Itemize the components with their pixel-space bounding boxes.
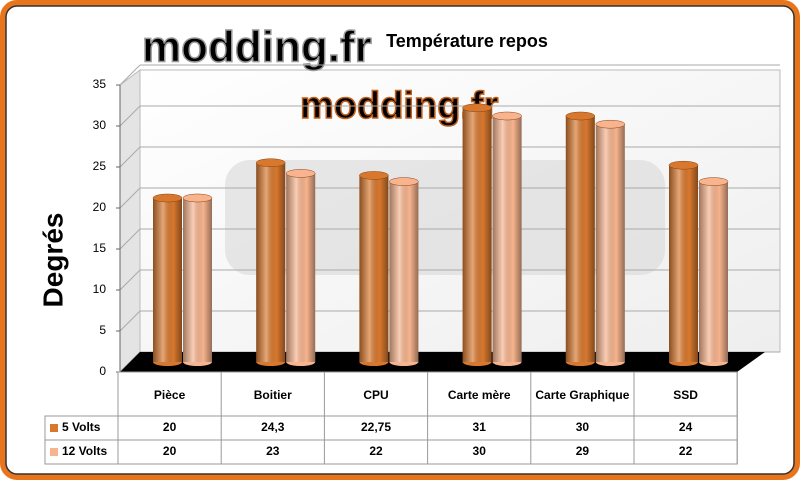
frame-inner [5, 5, 795, 475]
x-tick-label-box: Carte Graphique [535, 388, 630, 402]
bar-shade [359, 175, 389, 362]
legend-label: 5 Volts [62, 420, 101, 434]
bar-shade [256, 162, 286, 362]
bar-top [389, 177, 419, 186]
data-label: 22 [679, 444, 693, 458]
grid-line [119, 105, 141, 127]
y-tick-label: 30 [93, 118, 107, 132]
x-tick-label-box: CPU [363, 388, 389, 402]
y-tick-label: 10 [93, 282, 107, 296]
x-tick-label: SSD [673, 388, 698, 402]
bar-top [182, 193, 213, 203]
x-tick-label: Pièce [153, 388, 186, 402]
x-tick-label: CPU [363, 388, 389, 402]
grid-line [119, 187, 141, 209]
x-tick-label-box: Pièce [153, 388, 186, 402]
data-label: 24,3 [261, 420, 285, 434]
bar-shade [669, 165, 698, 362]
data-label: 30 [576, 420, 590, 434]
y-tick-label: 5 [99, 323, 106, 337]
bar-top [152, 193, 183, 203]
bar-top [595, 119, 626, 129]
y-axis-title: Degrés [37, 213, 68, 308]
x-tick-label-box: SSD [673, 388, 698, 402]
y-tick-label: 15 [93, 241, 107, 255]
bar-shade [183, 198, 212, 362]
bar-top [668, 160, 699, 170]
data-label: 22,75 [361, 420, 391, 434]
bar-top [492, 111, 522, 121]
y-tick-label: 0 [99, 364, 106, 378]
data-label: 24 [679, 420, 693, 434]
grid-line [119, 228, 141, 250]
y-tick-label: 35 [93, 77, 107, 91]
x-tick-label: Carte mère [447, 388, 511, 402]
x-tick-label-box: Carte mère [447, 388, 511, 402]
floor [120, 352, 765, 372]
x-tick-label: Carte Graphique [535, 388, 630, 402]
data-label: 31 [473, 420, 487, 434]
bar-top [255, 158, 286, 167]
legend-swatch [50, 424, 58, 432]
grid-line [119, 64, 141, 86]
bar-top [462, 103, 492, 113]
bar-shade [462, 107, 492, 362]
background-image [225, 160, 665, 275]
bar-top [359, 171, 389, 180]
data-label: 20 [163, 444, 177, 458]
data-label: 29 [576, 444, 590, 458]
bar-top [285, 169, 316, 178]
legend-label: 12 Volts [62, 444, 107, 458]
data-label: 20 [163, 420, 177, 434]
x-tick-label: Boitier [253, 388, 292, 402]
grid-line [119, 269, 141, 291]
bar-shade [492, 116, 522, 362]
grid-line [119, 146, 141, 168]
bar-shade [595, 124, 625, 362]
bar-shade [286, 173, 316, 362]
legend-swatch [50, 448, 58, 456]
grid-line [119, 310, 141, 332]
watermark: modding.fr [142, 23, 372, 72]
x-tick-label-box: Boitier [253, 388, 292, 402]
data-label: 30 [473, 444, 487, 458]
bar-shade [699, 181, 728, 362]
data-label: 23 [266, 444, 280, 458]
bar-top [698, 177, 729, 186]
y-tick-label: 25 [93, 159, 107, 173]
chart-title: Température repos [386, 31, 548, 51]
bar-top [565, 111, 596, 121]
bar-shade [389, 181, 419, 362]
bar-shade [153, 198, 182, 362]
y-tick-label: 20 [93, 200, 107, 214]
bar-shade [565, 116, 595, 362]
data-label: 22 [369, 444, 383, 458]
